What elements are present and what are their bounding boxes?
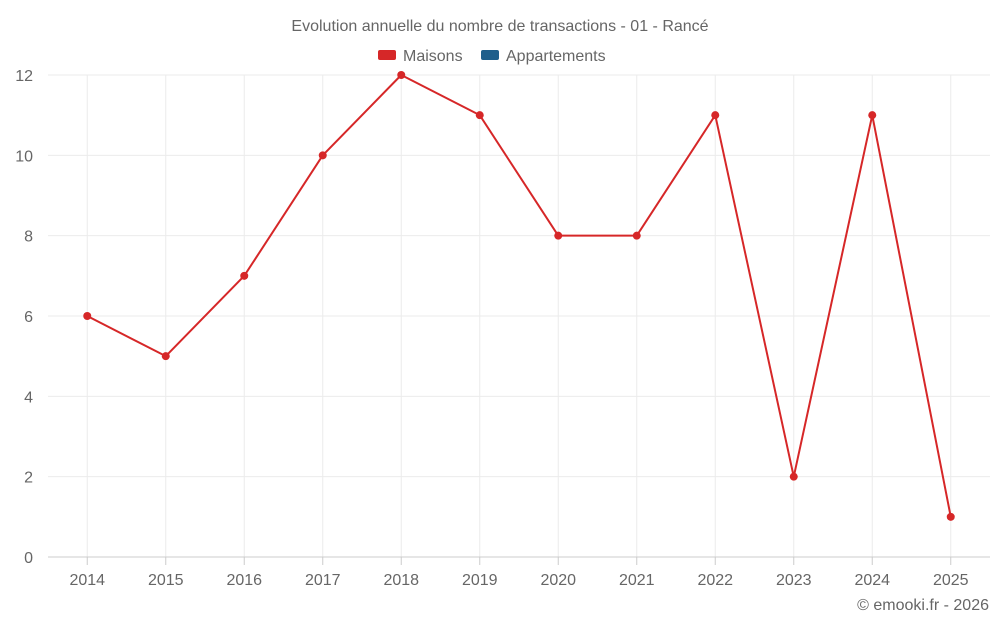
- x-axis-ticks: 2014 2015 2016 2017 2018 2019 2020 2021 2022 2023…: [69, 572, 968, 589]
- legend-swatch-appartements-icon: [481, 50, 499, 60]
- x-tick-label: 2017: [305, 572, 341, 589]
- chart-title: Evolution annuelle du nombre de transact…: [291, 18, 708, 35]
- x-tick-label: 2025: [933, 572, 969, 589]
- legend-item-maisons[interactable]: Maisons: [378, 48, 463, 65]
- y-tick-label: 10: [15, 148, 33, 165]
- legend-swatch-maisons-icon: [378, 50, 396, 60]
- x-tick-label: 2020: [540, 572, 576, 589]
- x-tick-label: 2022: [697, 572, 733, 589]
- x-tick-label: 2021: [619, 572, 655, 589]
- legend-label-maisons: Maisons: [403, 48, 463, 65]
- data-point-maisons[interactable]: [83, 312, 92, 320]
- legend-label-appartements: Appartements: [506, 48, 606, 65]
- legend: Maisons Appartements: [378, 48, 606, 65]
- data-point-maisons[interactable]: [632, 231, 641, 240]
- gridlines: [48, 74, 990, 557]
- data-point-maisons[interactable]: [789, 472, 798, 481]
- y-tick-label: 8: [24, 229, 33, 246]
- x-tick-label: 2014: [69, 572, 105, 589]
- series-line-maisons: [86, 74, 952, 518]
- x-tick-label: 2019: [462, 572, 498, 589]
- x-tick-label: 2023: [776, 572, 812, 589]
- y-tick-label: 4: [24, 389, 33, 406]
- data-point-maisons[interactable]: [868, 111, 877, 120]
- series-maisons: [83, 71, 955, 521]
- axes: [48, 556, 990, 565]
- x-tick-label: 2024: [854, 572, 890, 589]
- data-point-maisons[interactable]: [240, 271, 249, 280]
- data-point-maisons[interactable]: [475, 111, 484, 120]
- y-tick-label: 2: [24, 470, 33, 487]
- data-point-maisons[interactable]: [161, 352, 170, 361]
- data-point-maisons[interactable]: [318, 151, 327, 160]
- y-tick-label: 12: [15, 68, 33, 85]
- y-tick-label: 6: [24, 309, 33, 326]
- footer-credit: © emooki.fr - 2026: [857, 597, 989, 614]
- x-tick-label: 2016: [226, 572, 262, 589]
- data-point-maisons[interactable]: [711, 111, 720, 120]
- data-point-maisons[interactable]: [554, 231, 563, 240]
- legend-item-appartements[interactable]: Appartements: [481, 48, 606, 65]
- x-tick-label: 2018: [383, 572, 419, 589]
- y-axis-ticks: 0 2 4 6 8 10 12: [15, 68, 33, 567]
- x-tick-label: 2015: [148, 572, 184, 589]
- data-point-maisons[interactable]: [397, 71, 406, 79]
- y-tick-label: 0: [24, 550, 33, 567]
- data-point-maisons[interactable]: [946, 512, 955, 521]
